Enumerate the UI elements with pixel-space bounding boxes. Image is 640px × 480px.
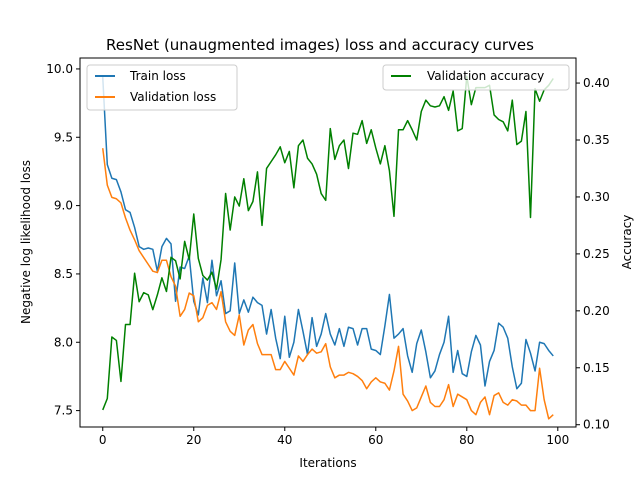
y-axis-label-left: Negative log likelihood loss [19,160,33,324]
x-axis-label: Iterations [299,456,356,470]
y-tick-label-left: 8.5 [54,267,73,281]
y-tick-label-left: 9.5 [54,130,73,144]
y-tick-label-right: 0.15 [583,361,610,375]
legend-label-validation-loss: Validation loss [130,90,216,104]
y-tick-label-left: 9.0 [54,199,73,213]
x-tick-label: 20 [186,433,201,447]
x-tick-label: 0 [99,433,107,447]
validation-loss-line [102,148,554,420]
legend-left-box [86,64,238,111]
legend-label-validation-accuracy: Validation accuracy [427,69,544,83]
train-loss-line [102,77,554,390]
y-tick-label-right: 0.40 [583,76,610,90]
ticks-layer: 0 20 40 60 80 100 7.5 8.0 8.5 9.0 9.5 10.0 0.10 0.15 0… [46,62,609,447]
y-tick-label-right: 0.30 [583,190,610,204]
y-tick-label-right: 0.20 [583,304,610,318]
plot-area-border [79,57,577,428]
y-tick-label-right: 0.10 [583,418,610,432]
x-tick-label: 80 [459,433,474,447]
legend-label-train-loss: Train loss [129,69,186,83]
x-tick-label: 40 [277,433,292,447]
chart-title: ResNet (unaugmented images) loss and acc… [106,36,534,54]
y-tick-label-right: 0.35 [583,133,610,147]
y-tick-label-left: 10.0 [46,62,73,76]
y-tick-label-right: 0.25 [583,247,610,261]
y-axis-label-right: Accuracy [620,215,634,270]
legend-right-box [382,64,570,91]
legend-right: Validation accuracy [382,64,570,91]
x-tick-label: 60 [368,433,383,447]
x-tick-label: 100 [546,433,569,447]
y-tick-label-left: 8.0 [54,335,73,349]
legend-left: Train loss Validation loss [86,64,238,111]
axes-frame [79,57,577,428]
y-tick-label-left: 7.5 [54,404,73,418]
